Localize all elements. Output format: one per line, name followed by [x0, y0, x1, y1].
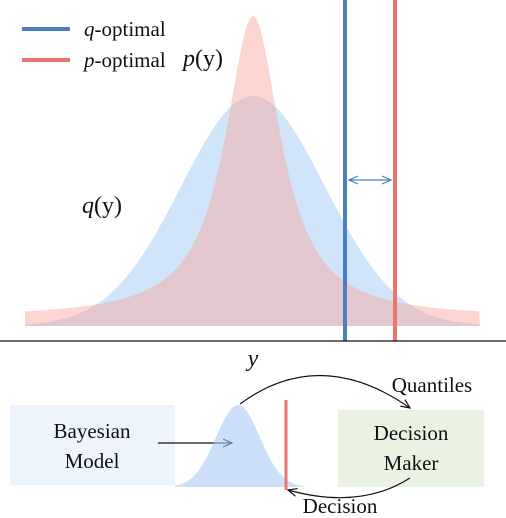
decision-maker-label: Decision [374, 421, 449, 445]
model-label: Model [65, 449, 120, 473]
quantiles-label: Quantiles [392, 373, 472, 397]
q-label: q(y) [82, 193, 122, 219]
arrow [239, 374, 410, 408]
legend-label: p-optimal [82, 48, 166, 72]
arrow [288, 477, 411, 499]
p-density [25, 16, 480, 326]
q-density [25, 96, 480, 326]
legend-label: q-optimal [84, 17, 166, 41]
density-curves [25, 16, 480, 326]
model-density [175, 405, 305, 487]
model-label: Bayesian [54, 419, 131, 443]
model-box [10, 405, 175, 485]
small-density [175, 405, 305, 487]
x-label: y [246, 346, 259, 372]
decision-maker-label: Maker [384, 451, 439, 475]
p-label: p(y) [181, 46, 223, 72]
decision-maker-box [338, 410, 484, 487]
decision-label: Decision [303, 494, 378, 518]
